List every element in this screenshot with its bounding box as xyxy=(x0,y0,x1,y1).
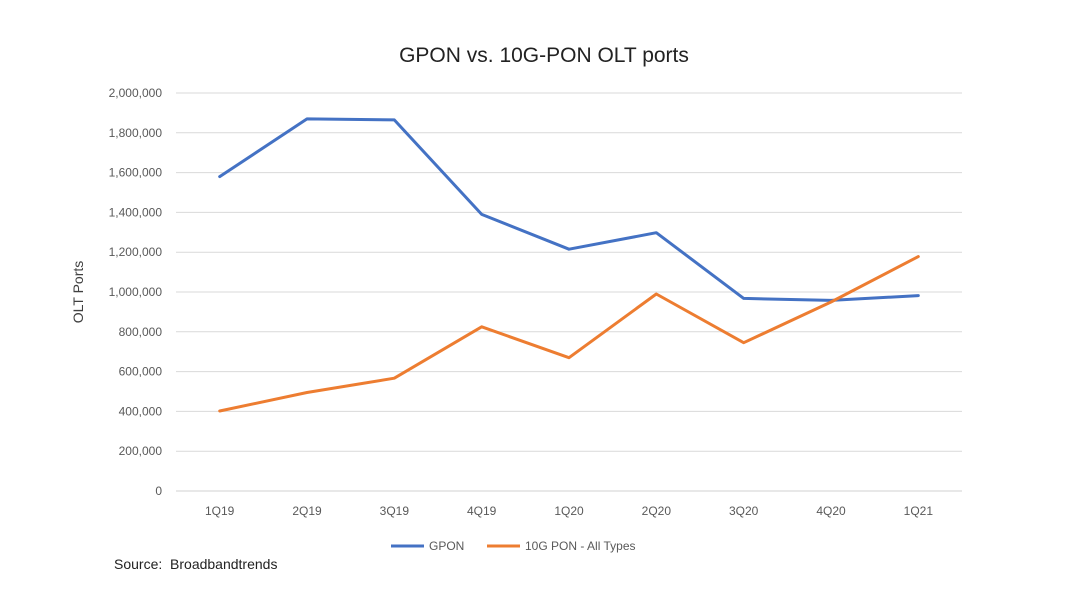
legend: GPON 10G PON - All Types xyxy=(391,539,636,553)
x-tick-label: 1Q20 xyxy=(554,504,584,518)
y-tick-label: 800,000 xyxy=(119,325,163,339)
y-axis-label: OLT Ports xyxy=(70,261,86,324)
y-tick-label: 200,000 xyxy=(119,444,163,458)
x-tick-label: 2Q19 xyxy=(292,504,322,518)
y-tick-label: 600,000 xyxy=(119,365,163,379)
x-tick-label: 3Q20 xyxy=(729,504,759,518)
series-line-10g-pon xyxy=(218,255,920,413)
source-note: Source: Broadbandtrends xyxy=(114,556,278,572)
y-tick-label: 1,200,000 xyxy=(109,245,163,259)
gridlines xyxy=(176,92,962,492)
y-tick-label: 1,400,000 xyxy=(109,205,163,219)
y-tick-label: 1,800,000 xyxy=(109,126,163,140)
y-tick-label: 2,000,000 xyxy=(109,86,163,100)
y-tick-label: 1,600,000 xyxy=(109,166,163,180)
y-axis-ticks: 0 200,000 400,000 600,000 800,000 1,000,000 1,… xyxy=(109,86,163,498)
x-axis-ticks: 1Q19 2Q19 3Q19 4Q19 1Q20 2Q20 3Q20 4Q20 1Q21 xyxy=(205,504,933,518)
series-line-gpon xyxy=(218,117,920,302)
y-tick-label: 1,000,000 xyxy=(109,285,163,299)
x-tick-label: 1Q19 xyxy=(205,504,235,518)
legend-label: GPON xyxy=(429,539,464,553)
chart-title: GPON vs. 10G-PON OLT ports xyxy=(399,44,689,67)
x-tick-label: 4Q20 xyxy=(816,504,846,518)
y-tick-label: 0 xyxy=(155,484,162,498)
x-tick-label: 3Q19 xyxy=(380,504,410,518)
x-tick-label: 4Q19 xyxy=(467,504,497,518)
series-lines xyxy=(218,117,920,413)
x-tick-label: 1Q21 xyxy=(904,504,934,518)
x-tick-label: 2Q20 xyxy=(642,504,672,518)
y-tick-label: 400,000 xyxy=(119,404,163,418)
legend-label: 10G PON - All Types xyxy=(525,539,636,553)
